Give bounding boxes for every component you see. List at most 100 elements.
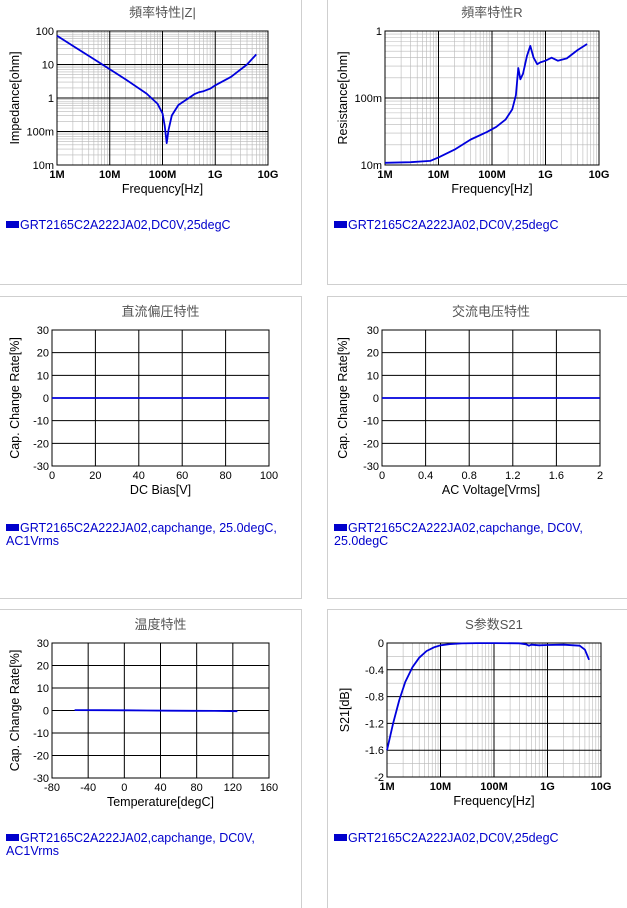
chart-legend: GRT2165C2A222JA02,DC0V,25degC: [334, 832, 624, 845]
x-tick-label: 20: [89, 470, 101, 482]
y-tick-label: 20: [37, 661, 49, 673]
y-tick-label: -30: [33, 461, 49, 473]
legend-swatch: [6, 221, 19, 228]
y-tick-label: 20: [37, 348, 49, 360]
s21-chart-panel: S参数S21 1M 10M 100M 1G 10G -2 -1.6 -1.2 -0.8 -0.4 0 F…: [327, 609, 627, 908]
y-tick-label: -20: [33, 751, 49, 763]
x-tick-label: 1G: [540, 781, 555, 793]
x-tick-label: 0: [121, 782, 127, 794]
x-tick-label: 40: [154, 782, 166, 794]
y-tick-label: 100m: [26, 127, 54, 139]
y-tick-label: 0: [43, 706, 49, 718]
x-tick-label: 2: [597, 470, 603, 482]
chart-title: 交流电压特性: [452, 304, 530, 319]
y-tick-label: 100m: [354, 93, 382, 105]
legend-label: GRT2165C2A222JA02,capchange, 25.0degC, A…: [6, 521, 277, 548]
legend-label: GRT2165C2A222JA02,capchange, DC0V, 25.0d…: [334, 521, 583, 548]
x-tick-label: 60: [176, 470, 188, 482]
y-tick-label: -0.8: [365, 692, 384, 704]
y-tick-label: 20: [367, 348, 379, 360]
plot-frame: [56, 30, 269, 166]
legend-swatch: [334, 524, 347, 531]
x-tick-label: -80: [44, 782, 60, 794]
x-tick-label: 100: [260, 470, 278, 482]
x-tick-label: 160: [260, 782, 278, 794]
x-tick-label: 1.6: [549, 470, 564, 482]
x-tick-label: 100M: [478, 169, 506, 181]
series-line: [56, 35, 257, 145]
y-axis-label: Cap. Change Rate[%]: [8, 337, 22, 459]
x-tick-label: 80: [219, 470, 231, 482]
x-axis-label: AC Voltage[Vrms]: [442, 483, 540, 497]
chart-title: S参数S21: [465, 617, 523, 632]
y-tick-label: 30: [367, 325, 379, 337]
x-tick-label: 10M: [99, 169, 120, 181]
x-tick-label: 10G: [258, 169, 279, 181]
x-tick-label: 0.4: [418, 470, 433, 482]
y-tick-label: 10: [42, 60, 54, 72]
x-tick-label: 10M: [428, 169, 449, 181]
y-tick-label: -10: [363, 416, 379, 428]
x-tick-label: 10M: [430, 781, 451, 793]
chart-title: 直流偏圧特性: [121, 304, 199, 319]
x-axis-label: Frequency[Hz]: [122, 182, 203, 196]
x-tick-label: 80: [191, 782, 203, 794]
x-tick-label: 1M: [379, 781, 394, 793]
ac-voltage-chart: 交流电压特性 0 0.4 0.8 1.2 1.6 2 -30 -20 -10 0 10 20 30 AC V…: [336, 304, 603, 497]
x-tick-label: 1.2: [505, 470, 520, 482]
x-tick-label: 100M: [480, 781, 508, 793]
dc-bias-chart-panel: 直流偏圧特性 0 20 40 60 80 100 -30 -20 -10 0 10 20 30 DC Bia…: [0, 296, 302, 599]
y-tick-label: 0: [378, 638, 384, 650]
y-tick-label: -0.4: [365, 665, 384, 677]
y-tick-label: 10: [37, 370, 49, 382]
y-tick-label: -10: [33, 728, 49, 740]
legend-swatch: [334, 221, 347, 228]
impedance-chart: 頻率特性|Z| 1M 10M 100M 1G 10G 10m 100m 1 10 100 Freque…: [8, 5, 279, 196]
legend-swatch: [6, 524, 19, 531]
chart-legend: GRT2165C2A222JA02,capchange, 25.0degC, A…: [6, 522, 296, 548]
dc-bias-chart: 直流偏圧特性 0 20 40 60 80 100 -30 -20 -10 0 10 20 30 DC Bia…: [8, 304, 278, 497]
resistance-chart: 頻率特性R 1M 10M 100M 1G 10G 10m 100m 1 Frequency[Hz]…: [336, 5, 610, 196]
y-tick-label: -2: [374, 772, 384, 784]
y-tick-label: -30: [33, 773, 49, 785]
chart-legend: GRT2165C2A222JA02,capchange, DC0V, 25.0d…: [334, 522, 624, 548]
y-tick-label: -30: [363, 461, 379, 473]
y-tick-label: 10m: [361, 160, 382, 172]
chart-legend: GRT2165C2A222JA02,capchange, DC0V, AC1Vr…: [6, 832, 296, 858]
x-axis-label: DC Bias[V]: [130, 483, 191, 497]
x-tick-label: 0: [49, 470, 55, 482]
y-tick-label: 10: [37, 683, 49, 695]
y-tick-label: 1: [376, 26, 382, 38]
x-tick-label: 40: [133, 470, 145, 482]
x-tick-label: 100M: [149, 169, 177, 181]
y-axis-label: S21[dB]: [338, 688, 352, 732]
y-tick-label: 1: [48, 93, 54, 105]
legend-label: GRT2165C2A222JA02,DC0V,25degC: [348, 218, 559, 232]
resistance-chart-panel: 頻率特性R 1M 10M 100M 1G 10G 10m 100m 1 Frequency[Hz]…: [327, 0, 627, 285]
x-axis-label: Temperature[degC]: [107, 795, 214, 809]
x-tick-label: 10G: [589, 169, 610, 181]
chart-title: 頻率特性|Z|: [129, 5, 196, 20]
impedance-chart-panel: 頻率特性|Z| 1M 10M 100M 1G 10G 10m 100m 1 10 100 Freque…: [0, 0, 302, 285]
x-tick-label: 0.8: [462, 470, 477, 482]
series-line: [384, 43, 588, 164]
x-tick-label: 10G: [591, 781, 612, 793]
legend-label: GRT2165C2A222JA02,DC0V,25degC: [20, 218, 231, 232]
legend-swatch: [6, 834, 19, 841]
x-tick-label: 1G: [208, 169, 223, 181]
y-axis-label: Resistance[ohm]: [336, 51, 350, 144]
temperature-chart-panel: 温度特性 -80 -40 0 40 80 120 160 -30 -20 -10 0 10 20 30 Tem…: [0, 609, 302, 908]
plot-frame: [384, 30, 600, 166]
x-axis-label: Frequency[Hz]: [451, 182, 532, 196]
legend-label: GRT2165C2A222JA02,capchange, DC0V, AC1Vr…: [6, 831, 255, 858]
y-tick-label: -1.2: [365, 718, 384, 730]
x-tick-label: 1G: [538, 169, 553, 181]
y-tick-label: 30: [37, 638, 49, 650]
y-tick-label: 0: [373, 393, 379, 405]
x-tick-label: -40: [80, 782, 96, 794]
s21-chart: S参数S21 1M 10M 100M 1G 10G -2 -1.6 -1.2 -0.8 -0.4 0 F…: [338, 617, 612, 808]
series-line: [386, 642, 590, 751]
x-tick-label: 120: [224, 782, 242, 794]
y-tick-label: 0: [43, 393, 49, 405]
y-axis-label: Cap. Change Rate[%]: [336, 337, 350, 459]
